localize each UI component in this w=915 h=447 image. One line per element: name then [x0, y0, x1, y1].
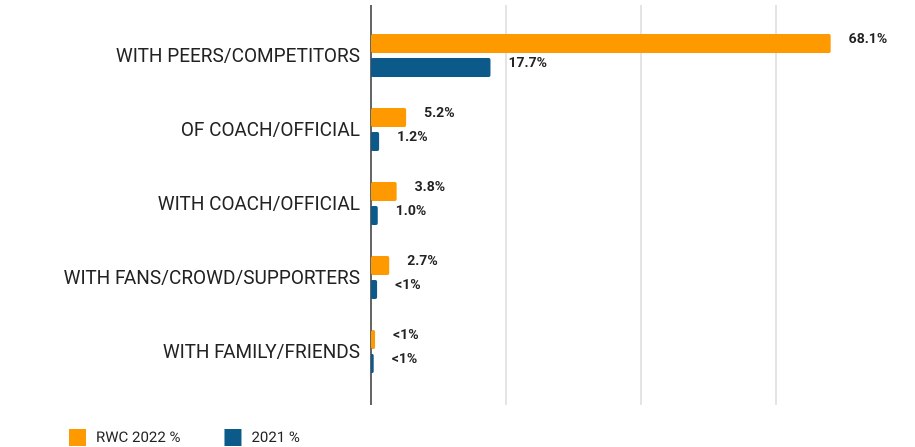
- value-label: 17.7%: [508, 55, 547, 71]
- category-label: WITH PEERS/COMPETITORS: [116, 44, 360, 67]
- legend-swatch: [224, 429, 242, 446]
- legend-label: RWC 2022 %: [96, 428, 180, 446]
- bar: [371, 108, 407, 127]
- value-label: 3.8%: [415, 179, 445, 195]
- value-label: <1%: [392, 351, 418, 367]
- value-label: <1%: [393, 327, 419, 343]
- value-label: 2.7%: [407, 253, 437, 269]
- bar: [371, 206, 378, 225]
- bar: [371, 58, 491, 77]
- category-label: OF COACH/OFFICIAL: [181, 118, 360, 141]
- value-label: 1.2%: [397, 129, 427, 145]
- bar: [371, 330, 376, 349]
- category-label: WITH COACH/OFFICIAL: [158, 192, 360, 215]
- bar: [371, 354, 374, 373]
- value-label: <1%: [395, 277, 421, 293]
- legend-swatch: [69, 429, 86, 446]
- bar: [371, 132, 380, 151]
- value-label: 1.0%: [396, 203, 426, 219]
- bar: [371, 256, 390, 275]
- bar: [371, 34, 831, 53]
- category-label: WITH FAMILY/FRIENDS: [163, 340, 360, 363]
- bar: [371, 280, 378, 299]
- value-label: 68.1%: [849, 31, 888, 47]
- value-label: 5.2%: [424, 105, 454, 121]
- category-label: WITH FANS/CROWD/SUPPORTERS: [64, 266, 360, 289]
- legend-label: 2021 %: [251, 428, 299, 446]
- bar: [371, 182, 397, 201]
